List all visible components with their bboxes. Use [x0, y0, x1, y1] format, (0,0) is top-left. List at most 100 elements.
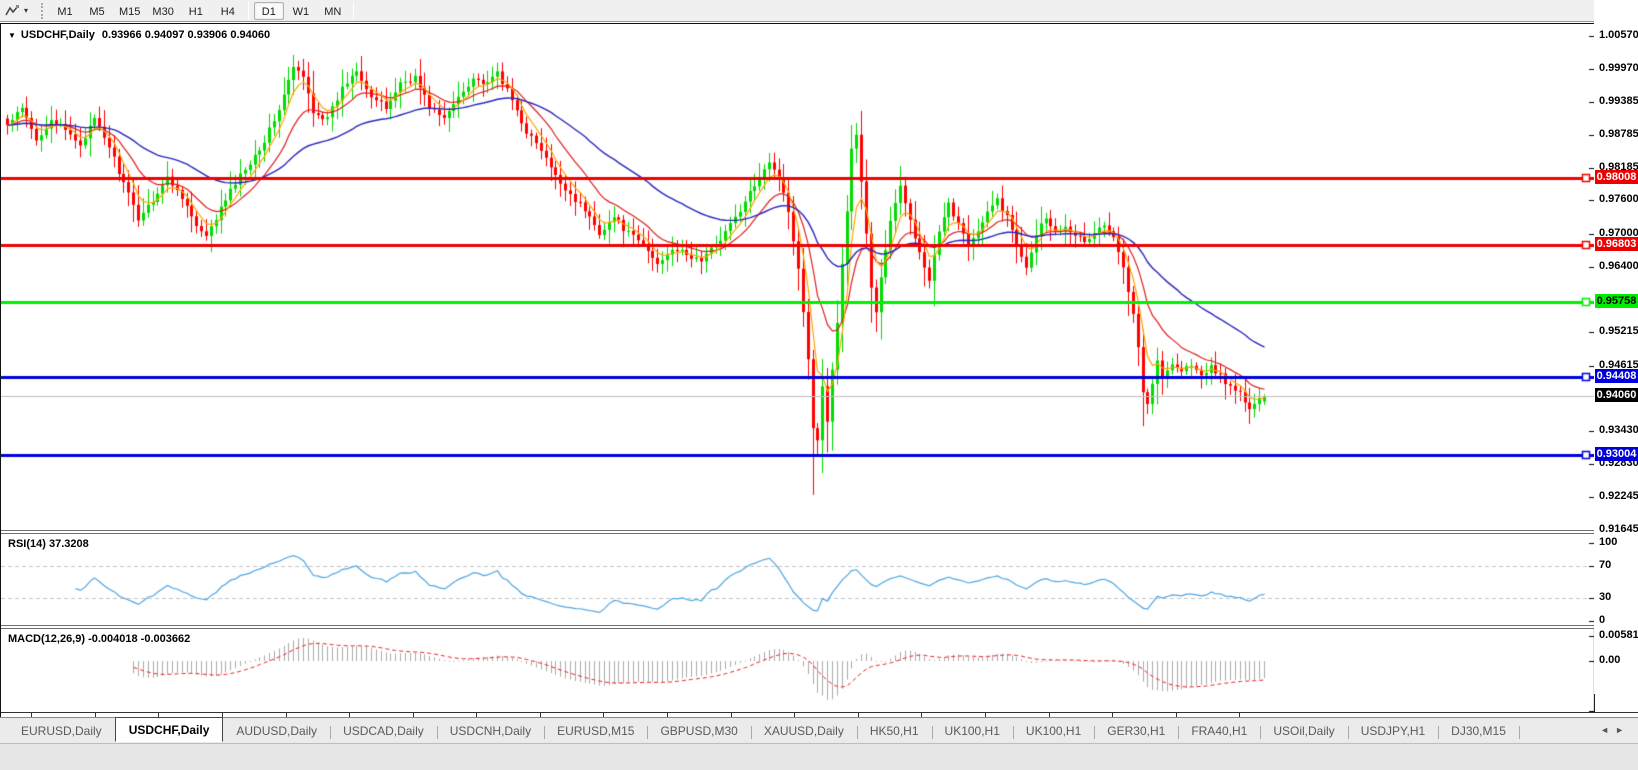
chart-tab-eurusd-daily[interactable]: EURUSD,Daily — [8, 720, 116, 742]
timeframe-toolbar: ▾ M1 M5 M15 M30 H1 H4 D1 W1 MN — [0, 0, 1638, 22]
chart-tab-gbpusd-m30[interactable]: GBPUSD,M30 — [647, 720, 752, 742]
timeframe-button-m1[interactable]: M1 — [57, 5, 73, 18]
tab-separator — [1012, 725, 1014, 739]
chart-tab-eurusd-m15[interactable]: EURUSD,M15 — [544, 720, 649, 742]
tabs-scroll-left-icon[interactable]: ◄ — [1600, 725, 1616, 735]
toolbar-separator — [247, 1, 249, 20]
level-price-badge[interactable]: 0.96803 — [1595, 236, 1638, 251]
date-tick — [667, 713, 668, 717]
axis-label: 100 — [1599, 536, 1618, 548]
collapse-triangle-icon[interactable]: ▼ — [8, 31, 16, 40]
chart-tab-usdcad-daily[interactable]: USDCAD,Daily — [330, 720, 438, 742]
tab-separator — [856, 725, 858, 739]
level-price-badge[interactable]: 0.93004 — [1595, 446, 1638, 461]
chart-tab-hk50-h1[interactable]: HK50,H1 — [857, 720, 933, 742]
timeframe-button-h1[interactable]: H1 — [188, 5, 203, 18]
tab-separator — [1518, 725, 1520, 739]
timeframe-button-w1[interactable]: W1 — [292, 5, 310, 18]
price-axis-column: 1.00570 0.99970 0.99385 0.98785 0.98185 0.976… — [1594, 0, 1638, 694]
level-price-badge[interactable]: 0.95758 — [1595, 294, 1638, 309]
tab-scroll-arrows: ◄► — [1600, 725, 1630, 735]
tab-separator — [330, 725, 332, 739]
price-chart-canvas[interactable] — [1, 25, 1595, 530]
date-tick — [158, 713, 159, 717]
chart-tab-uk100-h1[interactable]: UK100,H1 — [1013, 720, 1096, 742]
tab-separator — [931, 725, 933, 739]
axis-label: 0.94615 — [1599, 358, 1638, 371]
current-price-badge: 0.94060 — [1595, 388, 1638, 403]
date-tick — [985, 713, 986, 717]
tab-separator — [544, 725, 546, 739]
axis-label: 70 — [1599, 559, 1612, 572]
chart-tab-usdcnh-daily[interactable]: USDCNH,Daily — [437, 720, 546, 742]
level-price-badge[interactable]: 0.94408 — [1595, 369, 1638, 384]
chart-tab-usdjpy-h1[interactable]: USDJPY,H1 — [1348, 720, 1440, 742]
axis-label: 0.96400 — [1599, 259, 1638, 272]
axis-label: 0.91645 — [1599, 523, 1638, 535]
toolbar-grip — [41, 2, 44, 19]
date-tick — [731, 713, 732, 717]
chart-tab-uk100-h1[interactable]: UK100,H1 — [932, 720, 1014, 742]
tab-separator — [1178, 725, 1180, 739]
date-tick — [794, 713, 795, 717]
timeframe-button-m15[interactable]: M15 — [119, 5, 141, 18]
timeframe-button-h4[interactable]: H4 — [220, 5, 235, 18]
timeframe-button-mn[interactable]: MN — [324, 5, 342, 18]
tab-separator — [1347, 725, 1349, 739]
toolbar-separator — [352, 1, 354, 20]
axis-label: 0.98785 — [1599, 127, 1638, 140]
tab-separator — [1438, 725, 1440, 739]
chart-tab-usoil-daily[interactable]: USOil,Daily — [1260, 720, 1349, 742]
window-bottom-strip — [0, 743, 1638, 770]
timeframe-button-m5[interactable]: M5 — [89, 5, 105, 18]
axis-label: 0.92245 — [1599, 489, 1638, 502]
axis-label: 1.00570 — [1599, 29, 1638, 41]
drawing-tool-group[interactable]: ▾ — [0, 0, 36, 22]
axis-label: 0.95215 — [1599, 325, 1638, 338]
chart-window: ▼ USDCHF,Daily 0.93966 0.94097 0.93906 0.9… — [0, 23, 1638, 741]
axis-label: 0.97000 — [1599, 226, 1638, 239]
chart-tab-fra40-h1[interactable]: FRA40,H1 — [1178, 720, 1262, 742]
chart-tab-bar: EURUSD,Daily USDCHF,Daily AUDUSD,Daily USDC… — [0, 717, 1638, 743]
time-axis-line — [1, 712, 1638, 713]
tab-separator — [1260, 725, 1262, 739]
rsi-indicator-canvas[interactable] — [1, 534, 1595, 625]
date-tick — [858, 713, 859, 717]
date-tick — [95, 713, 96, 717]
date-tick — [1176, 713, 1177, 717]
tab-separator — [647, 725, 649, 739]
symbol-period-label: USDCHF,Daily — [20, 29, 95, 41]
macd-label: MACD(12,26,9) -0.004018 -0.003662 — [8, 633, 191, 645]
panel-separator[interactable] — [1, 533, 1638, 534]
date-tick — [921, 713, 922, 717]
timeframe-button-m30[interactable]: M30 — [152, 5, 174, 18]
chart-tab-xauusd-daily[interactable]: XAUUSD,Daily — [751, 720, 858, 742]
panel-separator[interactable] — [1, 625, 1638, 626]
date-tick — [1112, 713, 1113, 717]
axis-label: 0.00 — [1599, 654, 1621, 666]
dropdown-caret-icon[interactable]: ▾ — [24, 6, 29, 15]
chart-tab-usdchf-daily[interactable]: USDCHF,Daily — [114, 717, 224, 742]
ohlc-values: 0.93966 0.94097 0.93906 0.94060 — [101, 29, 271, 41]
rsi-label: RSI(14) 37.3208 — [8, 538, 89, 550]
timeframe-button-d1[interactable]: D1 — [253, 1, 284, 20]
axis-label: 0.005818 — [1599, 628, 1638, 641]
panel-separator[interactable] — [1, 530, 1638, 531]
level-price-badge[interactable]: 0.98008 — [1595, 169, 1638, 184]
axis-label: 30 — [1599, 590, 1612, 603]
date-tick — [222, 713, 223, 717]
panel-separator[interactable] — [1, 628, 1638, 629]
axis-label: 0.99385 — [1599, 94, 1638, 107]
polyline-draw-icon[interactable] — [4, 3, 22, 19]
axis-label: 0.97600 — [1599, 193, 1638, 206]
chart-tab-audusd-daily[interactable]: AUDUSD,Daily — [223, 720, 332, 742]
date-tick — [540, 713, 541, 717]
tabs-scroll-right-icon[interactable]: ► — [1615, 725, 1630, 735]
chart-title: ▼ USDCHF,Daily 0.93966 0.94097 0.93906 0.9… — [8, 29, 270, 41]
chart-tab-dj30-m15[interactable]: DJ30,M15 — [1438, 720, 1520, 742]
chart-tab-ger30-h1[interactable]: GER30,H1 — [1094, 720, 1180, 742]
axis-label: 0.93430 — [1599, 424, 1638, 437]
date-tick — [31, 713, 32, 717]
date-tick — [413, 713, 414, 717]
macd-indicator-canvas[interactable] — [1, 629, 1595, 712]
